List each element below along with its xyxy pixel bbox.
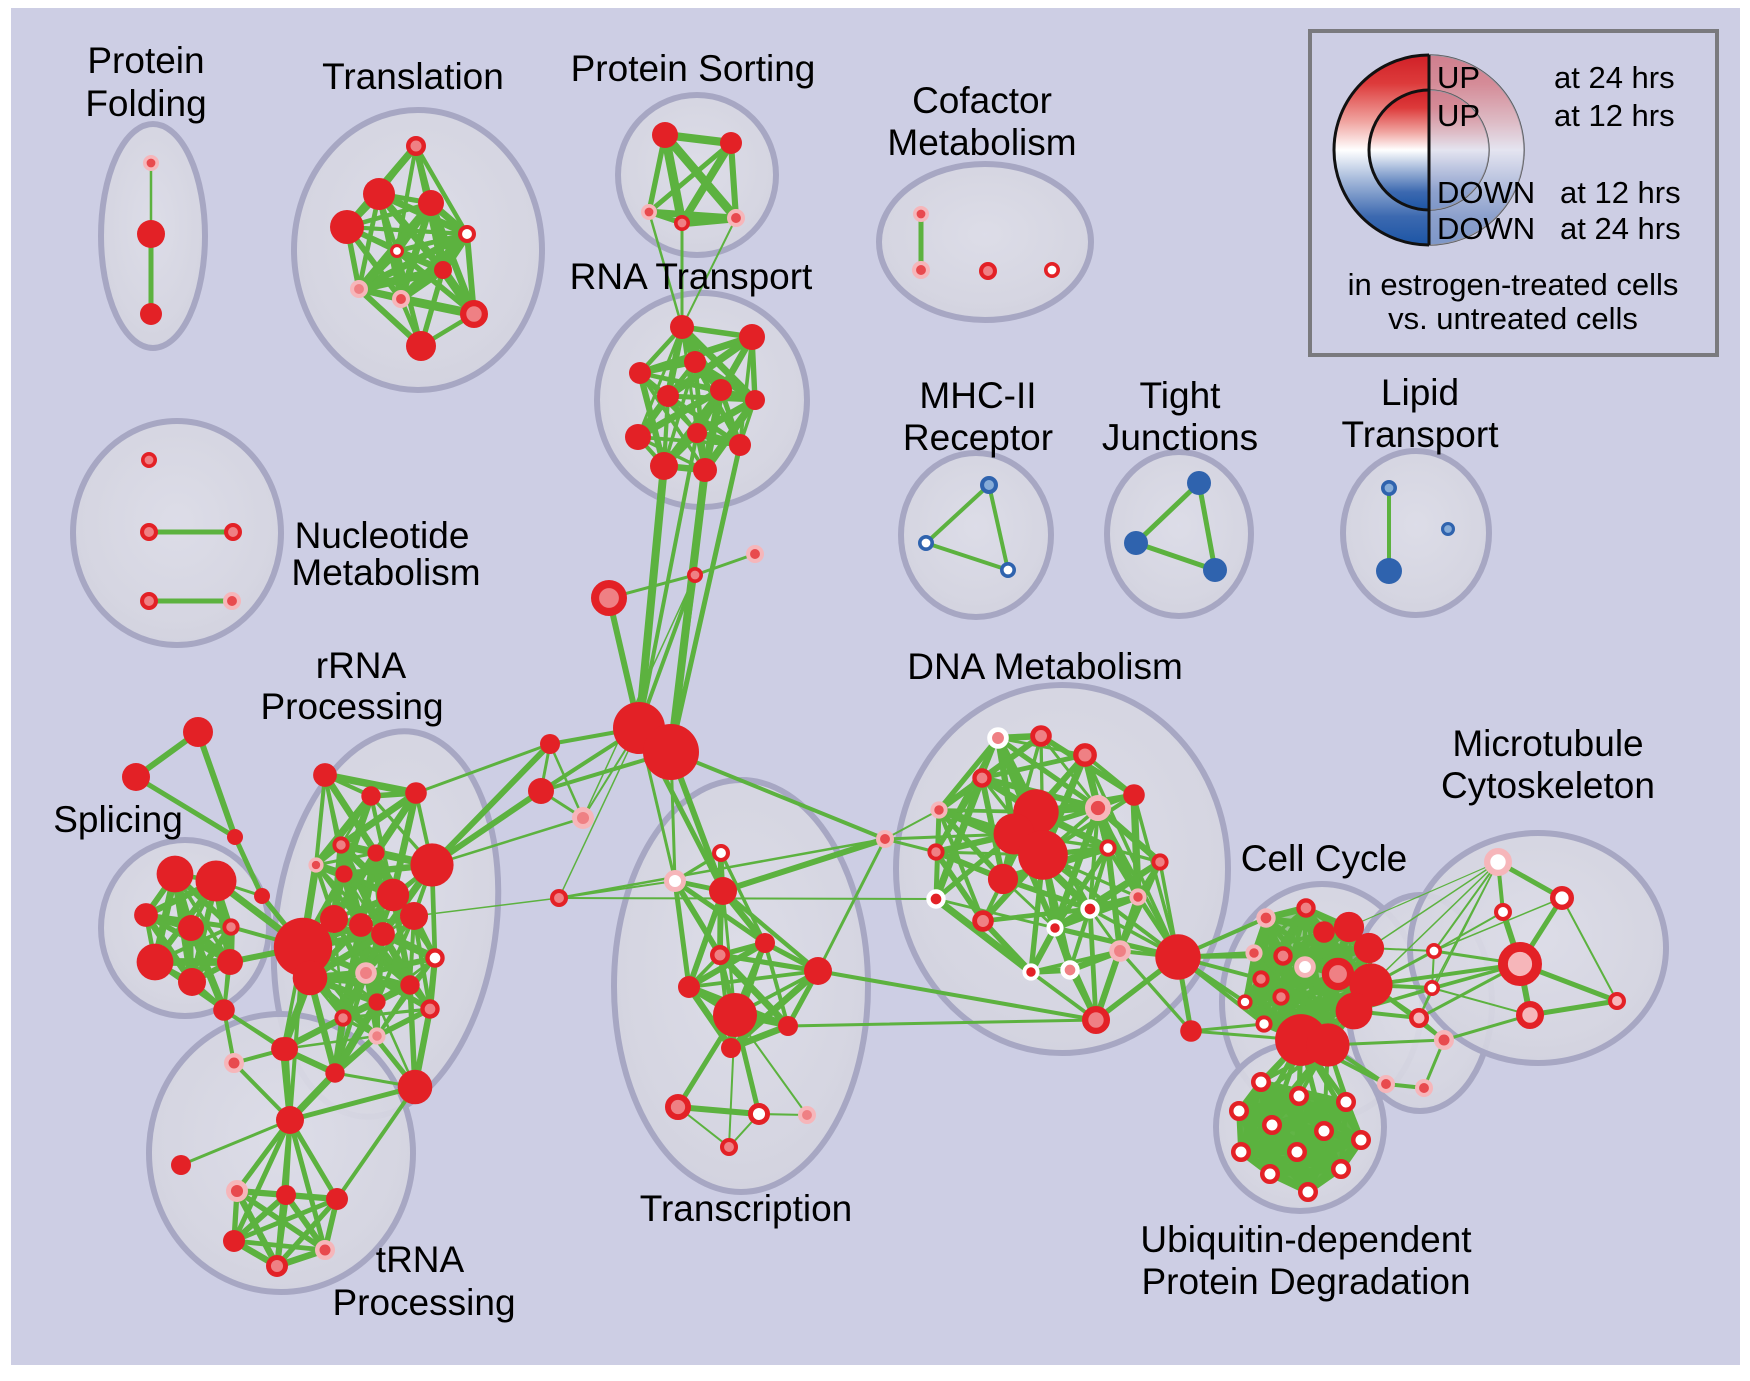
- svg-text:Lipid: Lipid: [1381, 372, 1459, 413]
- svg-text:Transcription: Transcription: [640, 1188, 852, 1229]
- svg-text:at 24 hrs: at 24 hrs: [1554, 60, 1675, 95]
- svg-text:UP: UP: [1437, 98, 1480, 133]
- svg-text:Processing: Processing: [260, 686, 443, 727]
- svg-text:Junctions: Junctions: [1102, 417, 1258, 458]
- svg-text:Cytoskeleton: Cytoskeleton: [1441, 765, 1655, 806]
- svg-text:rRNA: rRNA: [316, 645, 407, 686]
- svg-text:Cofactor: Cofactor: [912, 80, 1052, 121]
- svg-text:Nucleotide: Nucleotide: [295, 515, 470, 556]
- svg-text:Metabolism: Metabolism: [291, 552, 480, 593]
- svg-text:Splicing: Splicing: [53, 799, 183, 840]
- svg-text:in estrogen-treated cells: in estrogen-treated cells: [1348, 267, 1679, 302]
- svg-text:at 12 hrs: at 12 hrs: [1554, 98, 1675, 133]
- svg-text:vs. untreated cells: vs. untreated cells: [1388, 301, 1638, 336]
- svg-text:DNA Metabolism: DNA Metabolism: [907, 646, 1183, 687]
- svg-text:DOWN: DOWN: [1437, 175, 1535, 210]
- svg-text:Processing: Processing: [332, 1282, 515, 1323]
- svg-text:Folding: Folding: [85, 83, 206, 124]
- svg-text:RNA Transport: RNA Transport: [570, 256, 813, 297]
- svg-text:at 24 hrs: at 24 hrs: [1560, 211, 1681, 246]
- svg-text:Protein Sorting: Protein Sorting: [571, 48, 816, 89]
- svg-text:Cell Cycle: Cell Cycle: [1241, 838, 1408, 879]
- svg-text:Protein: Protein: [87, 40, 204, 81]
- svg-text:Transport: Transport: [1342, 414, 1500, 455]
- svg-text:Tight: Tight: [1140, 375, 1222, 416]
- svg-text:Protein Degradation: Protein Degradation: [1141, 1261, 1470, 1302]
- svg-text:Receptor: Receptor: [903, 417, 1053, 458]
- svg-text:Microtubule: Microtubule: [1452, 723, 1643, 764]
- svg-text:tRNA: tRNA: [376, 1239, 465, 1280]
- svg-text:Translation: Translation: [322, 56, 504, 97]
- svg-text:Metabolism: Metabolism: [887, 122, 1076, 163]
- svg-text:at 12 hrs: at 12 hrs: [1560, 175, 1681, 210]
- svg-text:Ubiquitin-dependent: Ubiquitin-dependent: [1140, 1219, 1472, 1260]
- svg-text:MHC-II: MHC-II: [919, 375, 1036, 416]
- svg-text:DOWN: DOWN: [1437, 211, 1535, 246]
- svg-text:UP: UP: [1437, 60, 1480, 95]
